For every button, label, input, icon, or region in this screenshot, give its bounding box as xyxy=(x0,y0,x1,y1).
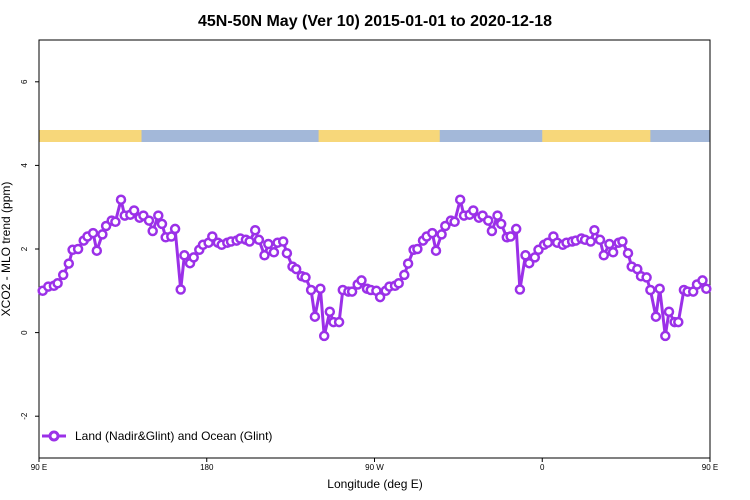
data-point xyxy=(650,311,662,322)
data-point xyxy=(399,269,410,281)
data-point xyxy=(249,224,261,236)
data-point xyxy=(645,284,656,296)
y-tick-label: 4 xyxy=(20,163,29,168)
data-point xyxy=(309,311,321,322)
data-point xyxy=(52,278,63,289)
data-point xyxy=(427,227,438,239)
data-point xyxy=(244,236,255,247)
chart-title: 45N-50N May (Ver 10) 2015-01-01 to 2020-… xyxy=(198,13,552,30)
y-tick-label: -2 xyxy=(20,412,29,420)
data-point xyxy=(598,250,610,261)
y-axis: -2 0 2 4 6 xyxy=(20,79,39,420)
data-point xyxy=(374,291,386,303)
data-point xyxy=(333,316,345,328)
data-point xyxy=(585,236,596,247)
data-point xyxy=(505,231,516,242)
y-tick-label: 2 xyxy=(20,246,29,251)
series-layer xyxy=(37,194,712,342)
data-point xyxy=(622,247,634,259)
data-point xyxy=(641,272,652,283)
land-band xyxy=(318,130,440,142)
data-point xyxy=(542,237,554,248)
data-point xyxy=(175,284,186,295)
data-point xyxy=(663,306,675,317)
data-point xyxy=(147,225,158,237)
data-point xyxy=(97,229,108,240)
data-point xyxy=(87,227,99,239)
data-point xyxy=(315,283,326,294)
data-point xyxy=(143,215,155,226)
data-point xyxy=(701,283,712,294)
data-point xyxy=(169,223,181,235)
data-point xyxy=(660,330,671,342)
data-point xyxy=(207,231,218,242)
data-point xyxy=(430,245,442,256)
data-point xyxy=(318,330,330,342)
data-point xyxy=(589,224,600,236)
data-point xyxy=(486,225,498,237)
data-point xyxy=(57,269,69,281)
data-point xyxy=(393,278,404,289)
data-point xyxy=(277,236,289,247)
data-point xyxy=(514,284,526,295)
data-point xyxy=(153,210,164,221)
x-tick-label: 180 xyxy=(200,463,214,472)
data-point xyxy=(594,234,606,246)
data-point xyxy=(468,205,479,216)
data-point xyxy=(495,218,507,230)
data-point xyxy=(259,250,270,261)
data-point xyxy=(510,223,522,235)
data-point xyxy=(454,194,466,205)
data-point xyxy=(263,238,274,250)
x-tick-label: 90 E xyxy=(31,463,47,472)
data-point xyxy=(520,250,531,261)
y-axis-label: XCO2 - MLO trend (ppm) xyxy=(0,182,13,317)
data-point xyxy=(110,216,121,228)
data-point xyxy=(179,250,190,261)
data-point xyxy=(436,229,447,240)
data-point xyxy=(290,263,302,275)
data-point xyxy=(356,275,367,286)
legend-label: Land (Nadir&Glint) and Ocean (Glint) xyxy=(75,429,272,443)
land-ocean-strip xyxy=(39,130,710,142)
data-point xyxy=(72,243,84,255)
data-point xyxy=(412,243,423,255)
data-point xyxy=(115,194,127,205)
data-point xyxy=(268,247,280,258)
data-point xyxy=(607,247,619,258)
data-point xyxy=(697,275,708,286)
data-point xyxy=(654,283,665,294)
data-point xyxy=(492,210,503,221)
legend-marker xyxy=(48,430,60,442)
legend: Land (Nadir&Glint) and Ocean (Glint) xyxy=(42,429,272,443)
data-point xyxy=(281,247,293,259)
data-point xyxy=(128,205,140,216)
data-point xyxy=(188,252,199,263)
x-tick-label: 90 E xyxy=(702,463,718,472)
land-band xyxy=(542,130,651,142)
data-point xyxy=(346,286,358,297)
data-point xyxy=(305,284,317,296)
data-point xyxy=(673,316,684,328)
x-axis-label: Longitude (deg E) xyxy=(327,477,422,491)
data-point xyxy=(324,306,336,317)
land-band xyxy=(39,130,142,142)
data-point xyxy=(617,236,628,247)
data-point xyxy=(253,234,265,246)
data-point xyxy=(482,215,494,226)
x-axis: 90 E 180 90 W 0 90 E xyxy=(31,458,718,472)
data-point xyxy=(91,245,103,256)
x-tick-label: 0 xyxy=(540,463,545,472)
data-point xyxy=(156,218,168,230)
data-point xyxy=(449,216,460,228)
y-tick-label: 6 xyxy=(20,79,29,84)
data-point xyxy=(604,238,615,250)
data-point xyxy=(300,272,311,283)
data-point xyxy=(402,258,414,269)
y-tick-label: 0 xyxy=(20,330,29,335)
x-tick-label: 90 W xyxy=(365,463,384,472)
data-point xyxy=(63,258,75,269)
